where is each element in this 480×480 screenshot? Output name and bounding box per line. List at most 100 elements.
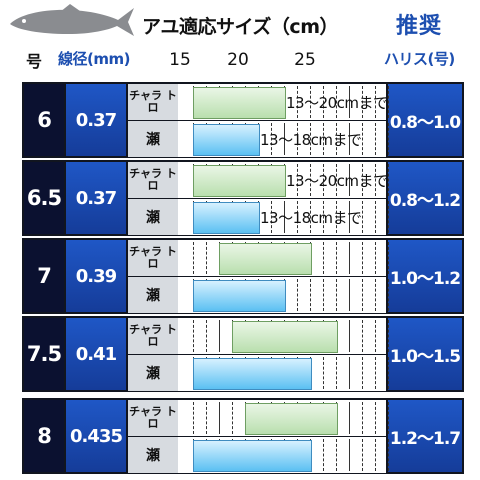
grid-line [349, 357, 350, 389]
grid-line [323, 164, 324, 196]
chara-toro-label: チャラ トロ [128, 240, 178, 276]
grid-line [375, 357, 376, 389]
grid-line [375, 439, 376, 471]
grid-line [310, 164, 311, 196]
grid-line [388, 439, 389, 471]
grid-line [388, 201, 389, 233]
size-grid [180, 318, 389, 354]
se-bar [193, 440, 312, 472]
size-annotation: 13～20cmまで [286, 94, 388, 112]
line-diameter: 0.435 [66, 400, 126, 472]
grid-line [362, 86, 363, 118]
grid-line [336, 357, 337, 389]
line-number: 7 [24, 240, 64, 312]
chara-toro-bar [193, 87, 286, 119]
line-diameter: 0.37 [66, 84, 126, 156]
grid-line [375, 320, 376, 352]
grid-line [297, 123, 298, 155]
chara-toro-label: チャラ トロ [128, 84, 178, 120]
grid-line [323, 439, 324, 471]
grid-line [349, 279, 350, 311]
grid-line [310, 86, 311, 118]
grid-line [388, 402, 389, 434]
se-row: 瀬 13～18cmまで [128, 121, 389, 157]
grid-line [219, 320, 220, 352]
chart-title: アユ適応サイズ（cm） [142, 16, 339, 38]
x-tick-label: 20 [227, 50, 249, 70]
grid-line [362, 402, 363, 434]
size-group: 6.5 0.37 0.8～1.2 チャラ トロ 13～20cmまで瀬 13～18cmまで [22, 160, 464, 236]
chara-toro-label: チャラ トロ [128, 162, 178, 198]
grid-line [375, 164, 376, 196]
size-group: 8 0.435 1.2～1.7 チャラ トロ瀬 [22, 398, 464, 474]
size-grid [180, 437, 389, 473]
chara-toro-bar [193, 165, 286, 197]
grid-line [349, 201, 350, 233]
grid-line [388, 320, 389, 352]
se-label: 瀬 [128, 355, 178, 391]
grid-line [310, 123, 311, 155]
grid-line [388, 279, 389, 311]
grid-line [336, 439, 337, 471]
grid-line [349, 320, 350, 352]
size-grid [180, 355, 389, 391]
grid-line [388, 164, 389, 196]
grid-line [349, 439, 350, 471]
harisu-range: 1.0～1.2 [388, 240, 462, 312]
size-grid [180, 240, 389, 276]
x-tick-label: 25 [294, 50, 316, 70]
size-group: 6 0.37 0.8～1.0 チャラ トロ 13～20cmまで瀬 13～18cmまで [22, 82, 464, 158]
recommended-heading: 推奨 [396, 14, 443, 39]
size-annotation: 13～20cmまで [286, 172, 388, 190]
grid-line [336, 86, 337, 118]
grid-line [297, 279, 298, 311]
chara-toro-label: チャラ トロ [128, 400, 178, 436]
se-row: 瀬 [128, 277, 389, 313]
chara-toro-label: チャラ トロ [128, 318, 178, 354]
size-grid: 13～18cmまで [180, 199, 389, 235]
grid-line [297, 86, 298, 118]
diameter-column-header: 線径(mm) [58, 50, 130, 68]
se-row: 瀬 [128, 355, 389, 391]
grid-line [284, 201, 285, 233]
se-label: 瀬 [128, 121, 178, 157]
grid-line [232, 402, 233, 434]
grid-line [349, 242, 350, 274]
grid-line [193, 320, 194, 352]
grid-line [323, 357, 324, 389]
grid-line [336, 201, 337, 233]
grid-line [323, 123, 324, 155]
se-row: 瀬 [128, 437, 389, 473]
line-number: 6 [24, 84, 64, 156]
chara-toro-bar [245, 403, 338, 435]
grid-line [362, 242, 363, 274]
harisu-range: 1.2～1.7 [388, 400, 462, 472]
grid-line [323, 279, 324, 311]
size-grid [180, 277, 389, 313]
size-group: 7 0.39 1.0～1.2 チャラ トロ瀬 [22, 238, 464, 314]
grid-line [310, 201, 311, 233]
grid-line [388, 86, 389, 118]
se-label: 瀬 [128, 199, 178, 235]
se-label: 瀬 [128, 437, 178, 473]
chara-toro-bar [232, 321, 338, 353]
grid-line [375, 201, 376, 233]
grid-line [336, 123, 337, 155]
grid-line [362, 164, 363, 196]
grid-line [362, 320, 363, 352]
se-bar [193, 124, 260, 156]
chara-toro-row: チャラ トロ [128, 318, 389, 354]
grid-line [310, 279, 311, 311]
se-label: 瀬 [128, 277, 178, 313]
fish-body [10, 8, 134, 36]
size-group: 7.5 0.41 1.0～1.5 チャラ トロ瀬 [22, 316, 464, 392]
grid-line [362, 201, 363, 233]
chara-toro-row: チャラ トロ 13～20cmまで [128, 162, 389, 198]
size-grid: 13～18cmまで [180, 121, 389, 157]
grid-line [284, 123, 285, 155]
number-column-header: 号 [26, 52, 43, 71]
chara-toro-bar [219, 243, 312, 275]
fish-dorsal-fin [60, 4, 80, 12]
grid-line [323, 201, 324, 233]
grid-line [323, 86, 324, 118]
